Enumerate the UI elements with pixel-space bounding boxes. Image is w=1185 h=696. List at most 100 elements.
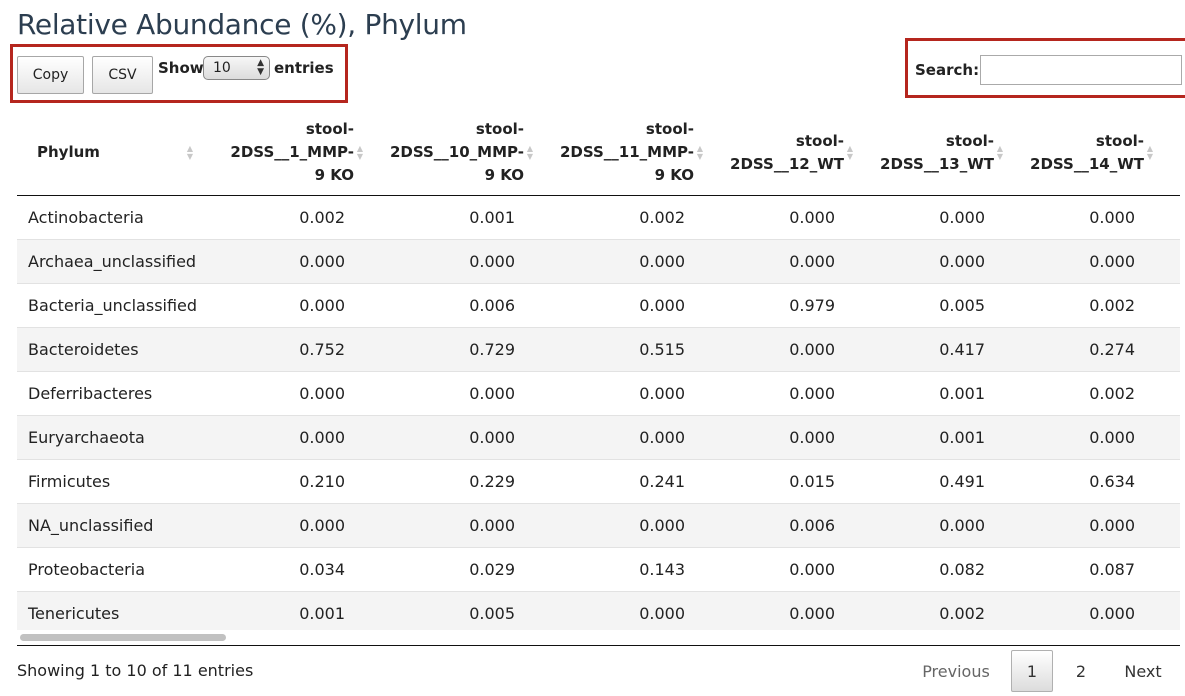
table-row: Archaea_unclassified 0.000 0.000 0.000 0.000… bbox=[17, 239, 1180, 284]
value-cell: 0.002 bbox=[299, 208, 345, 227]
column-header-label: Phylum bbox=[37, 143, 100, 161]
show-label: Show bbox=[158, 59, 204, 77]
value-cell: 0.000 bbox=[857, 239, 1007, 284]
column-header[interactable]: stool- 2DSS__14_WT ▲ ▼ bbox=[1007, 110, 1157, 196]
page-1-button[interactable]: 1 bbox=[1011, 650, 1053, 692]
sort-icon[interactable]: ▲ ▼ bbox=[1146, 143, 1154, 161]
column-header-label: stool- bbox=[1095, 131, 1144, 150]
overflow-cell bbox=[1157, 327, 1180, 372]
data-table-scroll[interactable]: Phylum ▲ ▼ stool- 2DSS__1_MMP- 9 KO ▲ ▼ stool- 2D… bbox=[17, 110, 1180, 630]
horizontal-scrollbar[interactable] bbox=[20, 634, 226, 641]
value-cell: 0.000 bbox=[537, 239, 707, 284]
overflow-cell bbox=[1157, 503, 1180, 548]
select-arrows-icon: ▲ ▼ bbox=[257, 58, 264, 77]
value-cell: 0.002 bbox=[857, 591, 1007, 630]
highlight-box-toolbar bbox=[10, 44, 348, 103]
column-header[interactable]: stool- 2DSS__1_MMP- 9 KO ▲ ▼ bbox=[197, 110, 367, 196]
column-header-label: stool- bbox=[945, 131, 994, 150]
value-cell: 0.515 bbox=[537, 327, 707, 372]
value-cell: 0.006 bbox=[707, 503, 857, 548]
phylum-cell: Archaea_unclassified bbox=[17, 239, 197, 284]
column-header-label: 2DSS__11_MMP- bbox=[559, 143, 694, 161]
sort-icon[interactable]: ▲ ▼ bbox=[846, 143, 854, 161]
value-cell: 0.001 bbox=[197, 591, 367, 630]
table-row: Tenericutes 0.001 0.005 0.000 0.000 0.002 0.00… bbox=[17, 591, 1180, 630]
column-header[interactable]: stool- 2DSS__12_WT ▲ ▼ bbox=[707, 110, 857, 196]
search-input[interactable] bbox=[980, 55, 1182, 85]
value-cell: 0.015 bbox=[707, 459, 857, 504]
value-cell: 0.729 bbox=[367, 327, 537, 372]
table-row: Bacteroidetes 0.752 0.729 0.515 0.000 0.417 0.… bbox=[17, 327, 1180, 372]
overflow-cell bbox=[1157, 591, 1180, 630]
value-cell: 0.000 bbox=[1007, 591, 1157, 630]
highlight-box-search bbox=[905, 38, 1185, 98]
value-cell: 0.000 bbox=[367, 239, 537, 284]
column-header-label: stool- bbox=[795, 131, 844, 150]
phylum-cell: Deferribacteres bbox=[17, 371, 197, 416]
phylum-cell: Proteobacteria bbox=[17, 547, 197, 592]
overflow-cell bbox=[1157, 415, 1180, 460]
table-row: Firmicutes 0.210 0.229 0.241 0.015 0.491 0.634 bbox=[17, 459, 1180, 504]
table-row: Deferribacteres 0.000 0.000 0.000 0.000 0.001… bbox=[17, 371, 1180, 416]
column-header-label: 2DSS__10_MMP- bbox=[389, 143, 524, 161]
value-cell: 0.229 bbox=[367, 459, 537, 504]
page-2-button[interactable]: 2 bbox=[1075, 661, 1087, 681]
value-cell: 0.210 bbox=[197, 459, 367, 504]
value-cell: 0.000 bbox=[939, 208, 985, 227]
value-cell: 0.000 bbox=[707, 371, 857, 416]
phylum-cell: Firmicutes bbox=[17, 459, 197, 504]
table-row: NA_unclassified 0.000 0.000 0.000 0.006 0.000… bbox=[17, 503, 1180, 548]
column-header-label: stool- bbox=[305, 120, 354, 138]
phylum-cell: Tenericutes bbox=[17, 591, 197, 630]
sort-icon[interactable]: ▲ ▼ bbox=[996, 143, 1004, 161]
sort-icon[interactable]: ▲ ▼ bbox=[696, 143, 704, 161]
value-cell: 0.000 bbox=[707, 239, 857, 284]
sort-icon[interactable]: ▲ ▼ bbox=[526, 143, 534, 161]
column-header-label: stool- bbox=[645, 120, 694, 138]
value-cell: 0.000 bbox=[707, 327, 857, 372]
sort-icon[interactable]: ▲ ▼ bbox=[356, 143, 364, 161]
value-cell: 0.001 bbox=[857, 415, 1007, 460]
previous-page-button[interactable]: Previous bbox=[922, 661, 990, 681]
column-header[interactable]: stool- 2DSS__10_MMP- 9 KO ▲ ▼ bbox=[367, 110, 537, 196]
table-row: Actinobacteria 0.002 0.001 0.002 0.000 0.000 0… bbox=[17, 196, 1180, 240]
table-row: Euryarchaeota 0.000 0.000 0.000 0.000 0.001 0.… bbox=[17, 415, 1180, 460]
overflow-cell bbox=[1157, 371, 1180, 416]
column-header-label: 2DSS__13_WT bbox=[880, 154, 994, 173]
phylum-cell: Bacteria_unclassified bbox=[17, 283, 197, 328]
sort-icon[interactable]: ▲ ▼ bbox=[186, 143, 194, 161]
phylum-cell: NA_unclassified bbox=[17, 503, 197, 548]
entries-label: entries bbox=[274, 59, 334, 77]
value-cell: 0.417 bbox=[857, 327, 1007, 372]
value-cell: 0.000 bbox=[537, 591, 707, 630]
overflow-cell bbox=[1157, 547, 1180, 592]
table-info: Showing 1 to 10 of 11 entries bbox=[17, 661, 254, 680]
page-title: Relative Abundance (%), Phylum bbox=[17, 8, 467, 41]
column-header[interactable]: stool- 2DSS__11_MMP- 9 KO ▲ ▼ bbox=[537, 110, 707, 196]
column-header[interactable]: stool- 2DSS__13_WT ▲ ▼ bbox=[857, 110, 1007, 196]
column-header[interactable]: 2D bbox=[1157, 110, 1180, 196]
value-cell: 0.001 bbox=[857, 371, 1007, 416]
value-cell: 0.143 bbox=[537, 547, 707, 592]
value-cell: 0.000 bbox=[537, 415, 707, 460]
value-cell: 0.000 bbox=[707, 591, 857, 630]
value-cell: 0.006 bbox=[367, 283, 537, 328]
value-cell: 0.634 bbox=[1007, 459, 1157, 504]
value-cell: 0.752 bbox=[197, 327, 367, 372]
value-cell: 0.491 bbox=[857, 459, 1007, 504]
copy-button[interactable]: Copy bbox=[17, 56, 84, 94]
overflow-cell bbox=[1157, 283, 1180, 328]
page-length-select[interactable]: 10 ▲ ▼ bbox=[203, 56, 270, 80]
value-cell: 0.000 bbox=[1007, 239, 1157, 284]
value-cell: 0.000 bbox=[707, 415, 857, 460]
csv-button[interactable]: CSV bbox=[92, 56, 153, 94]
value-cell: 0.000 bbox=[197, 503, 367, 548]
value-cell: 0.000 bbox=[367, 371, 537, 416]
value-cell: 0.274 bbox=[1007, 327, 1157, 372]
overflow-cell bbox=[1157, 239, 1180, 284]
value-cell: 0.000 bbox=[367, 503, 537, 548]
value-cell: 0.000 bbox=[1007, 415, 1157, 460]
next-page-button[interactable]: Next bbox=[1124, 661, 1162, 681]
overflow-cell bbox=[1157, 459, 1180, 504]
column-header[interactable]: Phylum ▲ ▼ bbox=[17, 110, 197, 196]
